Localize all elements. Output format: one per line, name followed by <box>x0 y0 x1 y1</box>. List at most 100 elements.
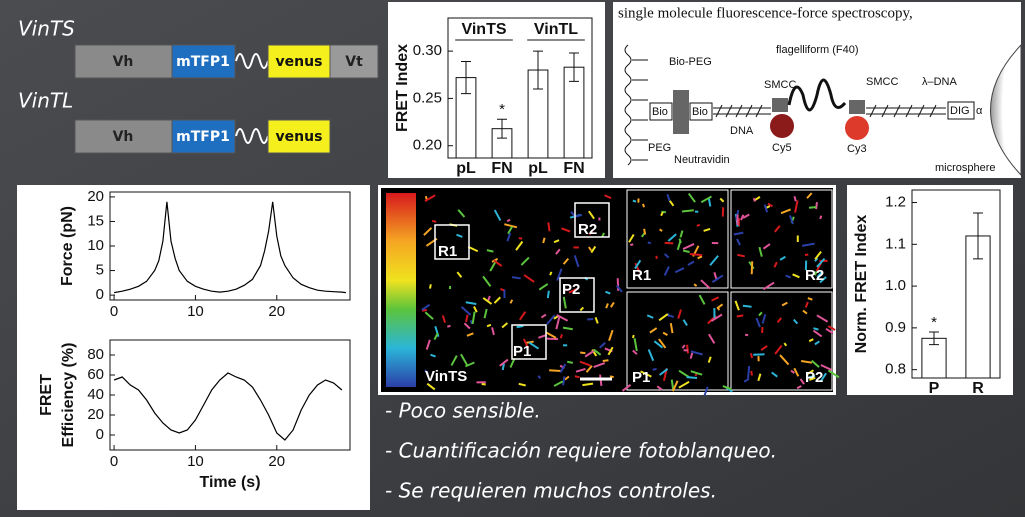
streaks <box>421 192 840 396</box>
x-tick-label: R <box>972 380 984 397</box>
streak <box>634 262 641 273</box>
y-tick-label: 0.8 <box>885 361 906 378</box>
streak <box>640 370 652 378</box>
streak <box>671 380 679 392</box>
streak <box>580 351 586 355</box>
streak <box>674 267 685 274</box>
streak <box>793 318 799 325</box>
streak <box>678 380 690 389</box>
linker <box>235 128 269 144</box>
y-tick-label: 5 <box>96 262 104 279</box>
domain-label: Vt <box>345 54 363 70</box>
label: SMCC <box>866 76 898 88</box>
y-axis-label: Efficiency (%) <box>60 343 77 448</box>
streak <box>804 253 809 257</box>
streak <box>493 296 501 304</box>
streak <box>827 369 840 379</box>
neutravidin <box>673 90 689 134</box>
box <box>689 102 713 121</box>
error-bar <box>569 52 579 82</box>
y-axis-label: Force (pN) <box>59 206 76 286</box>
microsphere <box>990 43 1022 177</box>
streak <box>700 279 711 290</box>
streak <box>819 276 827 284</box>
streak <box>629 243 634 246</box>
streak <box>537 375 542 379</box>
diagram-title: single molecule fluorescence-force spect… <box>618 5 913 21</box>
streak <box>736 238 741 246</box>
streak <box>776 317 782 324</box>
microscopy: R1 R2 P1 P2 VinTS R1 R2 P1 P2 <box>381 188 840 396</box>
streak <box>773 261 778 268</box>
streak <box>820 364 832 371</box>
streak <box>546 337 559 341</box>
y-axis-label: Norm. FRET Index <box>853 215 870 354</box>
streak <box>649 327 658 334</box>
streak <box>555 317 561 330</box>
streak <box>802 309 808 315</box>
streak <box>711 296 720 302</box>
streak <box>762 281 775 291</box>
streak <box>679 230 684 238</box>
streak <box>743 377 750 383</box>
y-tick-label: 10 <box>87 237 104 254</box>
streak <box>713 272 718 279</box>
x-tick-label: FN <box>563 160 584 177</box>
streak <box>758 311 763 317</box>
streak <box>430 353 436 358</box>
streak <box>506 218 511 223</box>
streak <box>785 274 791 279</box>
y-tick-label: 1.0 <box>885 277 906 294</box>
streak <box>553 239 560 244</box>
streak <box>716 306 721 311</box>
streak <box>703 227 711 232</box>
streak <box>804 301 809 308</box>
streak <box>605 290 611 295</box>
streak <box>678 369 690 379</box>
domain <box>267 44 331 79</box>
streak <box>744 333 749 337</box>
streak <box>457 209 466 218</box>
x-tick-label: 10 <box>187 303 204 320</box>
cy5 <box>770 114 794 138</box>
streak <box>426 382 436 391</box>
error-bar <box>973 212 983 260</box>
streak <box>424 194 436 202</box>
streak <box>700 195 712 204</box>
streak <box>682 243 695 250</box>
streak <box>471 311 476 325</box>
streak <box>670 379 675 390</box>
label: flagelliform (F40) <box>776 44 859 56</box>
x-tick-label: pL <box>456 160 476 177</box>
streak <box>760 345 768 351</box>
streak <box>793 367 800 377</box>
streak <box>658 338 667 349</box>
y-tick-label: 1.1 <box>885 235 906 252</box>
error-bar <box>497 118 507 139</box>
label: DNA <box>730 125 754 137</box>
domain-label: venus <box>276 129 323 145</box>
streak <box>522 338 530 349</box>
y-axis-label: FRET <box>38 374 55 416</box>
streak <box>460 353 469 366</box>
streak <box>421 303 431 311</box>
streak <box>567 360 574 364</box>
streak <box>553 380 564 387</box>
streak <box>556 314 569 322</box>
streak <box>608 329 614 341</box>
streak <box>421 308 428 312</box>
streak <box>742 304 752 308</box>
streak <box>507 226 513 235</box>
label: Bio-PEG <box>669 56 712 68</box>
streak <box>750 370 753 376</box>
streak <box>621 384 632 392</box>
streak <box>588 230 594 236</box>
panel <box>17 185 370 510</box>
streak <box>509 358 516 368</box>
streak <box>767 202 774 208</box>
streak <box>607 346 614 356</box>
streak <box>757 373 762 382</box>
label: Bio <box>692 106 708 118</box>
y-tick-label: 15 <box>87 212 104 229</box>
streak <box>697 255 703 260</box>
